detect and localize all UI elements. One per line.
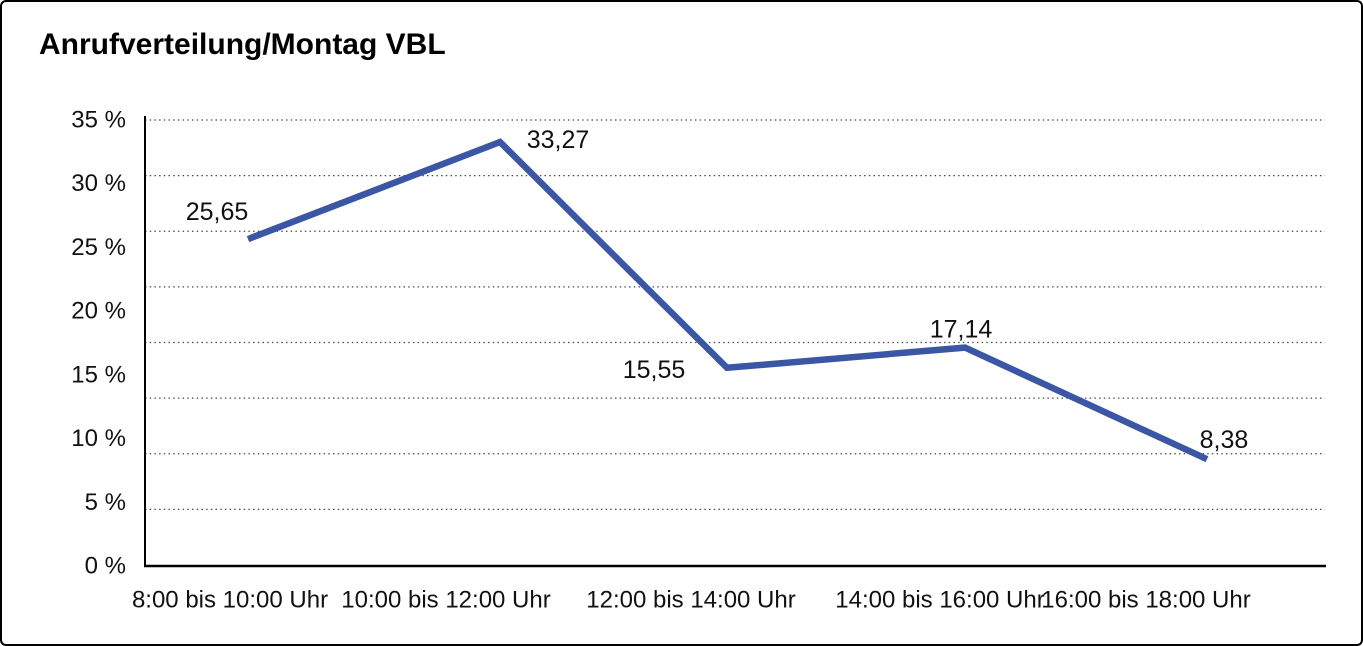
y-axis-tick-label: 0 % xyxy=(85,553,126,580)
data-line xyxy=(246,138,1209,463)
y-axis-tick-label: 15 % xyxy=(71,361,126,388)
data-point-label: 15,55 xyxy=(623,356,686,384)
data-point-label: 25,65 xyxy=(186,198,249,226)
data-point-label: 17,14 xyxy=(930,316,993,344)
x-axis-label: 16:00 bis 18:00 Uhr xyxy=(1041,587,1250,614)
x-axis-label: 8:00 bis 10:00 Uhr xyxy=(132,587,328,614)
y-axis-tick-label: 20 % xyxy=(71,298,126,325)
x-axis-label: 10:00 bis 12:00 Uhr xyxy=(341,587,550,614)
y-axis-tick-label: 35 % xyxy=(71,107,126,134)
chart-title: Anrufverteilung/Montag VBL xyxy=(39,28,446,61)
y-axis-tick-label: 5 % xyxy=(85,489,126,516)
data-point-label: 8,38 xyxy=(1200,426,1249,454)
data-point-label: 33,27 xyxy=(527,126,590,154)
x-axis-label: 12:00 bis 14:00 Uhr xyxy=(586,587,795,614)
x-axis-label: 14:00 bis 16:00 Uhr xyxy=(835,587,1044,614)
y-axis-tick-label: 30 % xyxy=(71,170,126,197)
y-axis-tick-label: 10 % xyxy=(71,425,126,452)
y-axis-tick-label: 25 % xyxy=(71,234,126,261)
